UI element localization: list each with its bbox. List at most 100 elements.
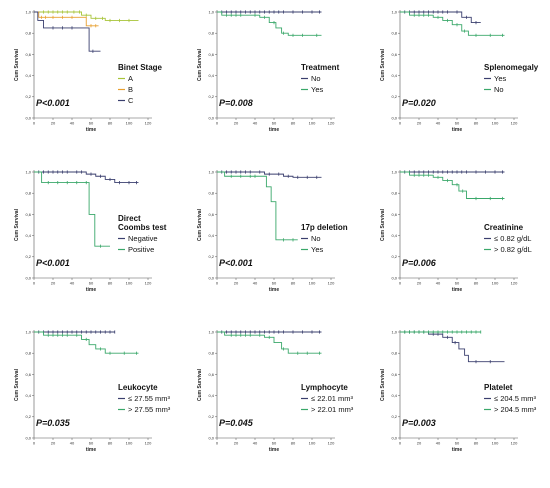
x-tick-label: 40 (70, 281, 75, 286)
km-curve (217, 171, 298, 241)
y-tick-label: 0,2 (25, 254, 31, 259)
y-tick-label: 0,8 (25, 31, 31, 36)
p-value: P=0.035 (36, 418, 71, 428)
y-tick-label: 1,0 (391, 169, 397, 174)
y-tick-label: 0,2 (391, 414, 397, 419)
x-axis-label: time (269, 127, 280, 133)
legend-title: Splenomegaly (484, 63, 539, 72)
x-tick-label: 60 (455, 281, 460, 286)
y-tick-label: 1,0 (208, 169, 214, 174)
x-tick-label: 20 (417, 121, 422, 126)
legend-item: > 22.01 mm³ (311, 405, 354, 414)
y-tick-label: 0,2 (208, 94, 214, 99)
p-value: P=0.003 (402, 418, 436, 428)
y-tick-label: 0,4 (391, 73, 397, 78)
x-tick-label: 60 (89, 441, 94, 446)
y-axis-label: Cum Survival (14, 368, 20, 401)
km-curve (34, 11, 99, 27)
km-panel: 0,0 0,2 0,4 0,6 0,8 1,0 0 20 40 60 80 100 120 Cum Sur… (380, 9, 539, 133)
x-tick-label: 100 (492, 441, 499, 446)
km-curve (400, 11, 505, 36)
x-tick-label: 0 (399, 281, 402, 286)
y-tick-label: 0,0 (25, 435, 31, 440)
legend-title: Lymphocyte (301, 383, 348, 392)
p-value: P=0.008 (219, 98, 253, 108)
y-tick-label: 1,0 (25, 169, 31, 174)
p-value: P<0.001 (36, 258, 70, 268)
legend-item: Yes (494, 74, 506, 83)
x-tick-label: 60 (455, 441, 460, 446)
p-value: P=0.006 (402, 258, 437, 268)
legend-item: No (311, 234, 321, 243)
x-tick-label: 120 (145, 121, 152, 126)
x-tick-label: 40 (253, 441, 258, 446)
y-tick-label: 0,0 (25, 115, 31, 120)
x-tick-label: 40 (70, 441, 75, 446)
x-tick-label: 80 (474, 121, 479, 126)
y-tick-label: 0,4 (208, 393, 214, 398)
x-tick-label: 80 (108, 281, 113, 286)
x-tick-label: 20 (234, 121, 239, 126)
x-tick-label: 120 (145, 281, 152, 286)
legend-title: Direct Coombs test (118, 214, 167, 232)
x-tick-label: 60 (455, 121, 460, 126)
y-axis-label: Cum Survival (380, 368, 386, 401)
km-curve (400, 331, 505, 363)
y-tick-label: 0,6 (391, 372, 397, 377)
y-tick-label: 0,8 (25, 191, 31, 196)
y-tick-label: 0,2 (25, 414, 31, 419)
y-tick-label: 0,6 (25, 52, 31, 57)
y-tick-label: 1,0 (391, 329, 397, 334)
x-tick-label: 100 (492, 281, 499, 286)
x-tick-label: 40 (436, 121, 441, 126)
y-axis-label: Cum Survival (14, 48, 20, 81)
p-value: P<0.001 (36, 98, 70, 108)
x-tick-label: 40 (436, 441, 441, 446)
legend-item: > 204.5 mm³ (494, 405, 537, 414)
y-tick-label: 0,6 (25, 212, 31, 217)
y-tick-label: 0,2 (25, 94, 31, 99)
y-tick-label: 0,6 (208, 212, 214, 217)
x-tick-label: 120 (328, 121, 335, 126)
x-tick-label: 60 (272, 121, 277, 126)
legend-title: Leukocyte (118, 383, 158, 392)
y-tick-label: 0,2 (208, 414, 214, 419)
x-tick-label: 20 (234, 441, 239, 446)
p-value: P<0.001 (219, 258, 253, 268)
y-tick-label: 0,2 (391, 94, 397, 99)
x-tick-label: 40 (70, 121, 75, 126)
y-tick-label: 0,4 (208, 73, 214, 78)
x-tick-label: 0 (216, 121, 219, 126)
x-tick-label: 40 (253, 121, 258, 126)
x-tick-label: 120 (511, 441, 518, 446)
x-tick-label: 60 (89, 121, 94, 126)
km-panel: 0,0 0,2 0,4 0,6 0,8 1,0 0 20 40 60 80 100 120 Cum Sur… (197, 169, 348, 293)
y-tick-label: 0,4 (208, 233, 214, 238)
x-axis-label: time (452, 287, 463, 293)
x-tick-label: 60 (272, 281, 277, 286)
x-tick-label: 20 (417, 441, 422, 446)
x-tick-label: 80 (291, 121, 296, 126)
y-tick-label: 0,0 (391, 275, 397, 280)
x-tick-label: 0 (33, 121, 36, 126)
legend-item: Yes (311, 245, 323, 254)
x-tick-label: 80 (108, 121, 113, 126)
x-tick-label: 0 (33, 281, 36, 286)
y-tick-label: 0,8 (208, 351, 214, 356)
x-axis-label: time (452, 447, 463, 453)
x-axis-label: time (86, 287, 97, 293)
y-tick-label: 1,0 (25, 329, 31, 334)
y-tick-label: 1,0 (208, 329, 214, 334)
km-curve (217, 11, 322, 36)
legend-title: Platelet (484, 383, 513, 392)
x-tick-label: 100 (309, 441, 316, 446)
p-value: P=0.020 (402, 98, 436, 108)
legend-item: ≤ 0.82 g/dL (494, 234, 531, 243)
y-tick-label: 1,0 (391, 9, 397, 14)
y-tick-label: 0,2 (391, 254, 397, 259)
y-tick-label: 0,4 (391, 393, 397, 398)
x-tick-label: 0 (216, 281, 219, 286)
km-panel: 0,0 0,2 0,4 0,6 0,8 1,0 0 20 40 60 80 100 120 Cum Sur… (14, 329, 171, 453)
km-curve (400, 171, 505, 199)
